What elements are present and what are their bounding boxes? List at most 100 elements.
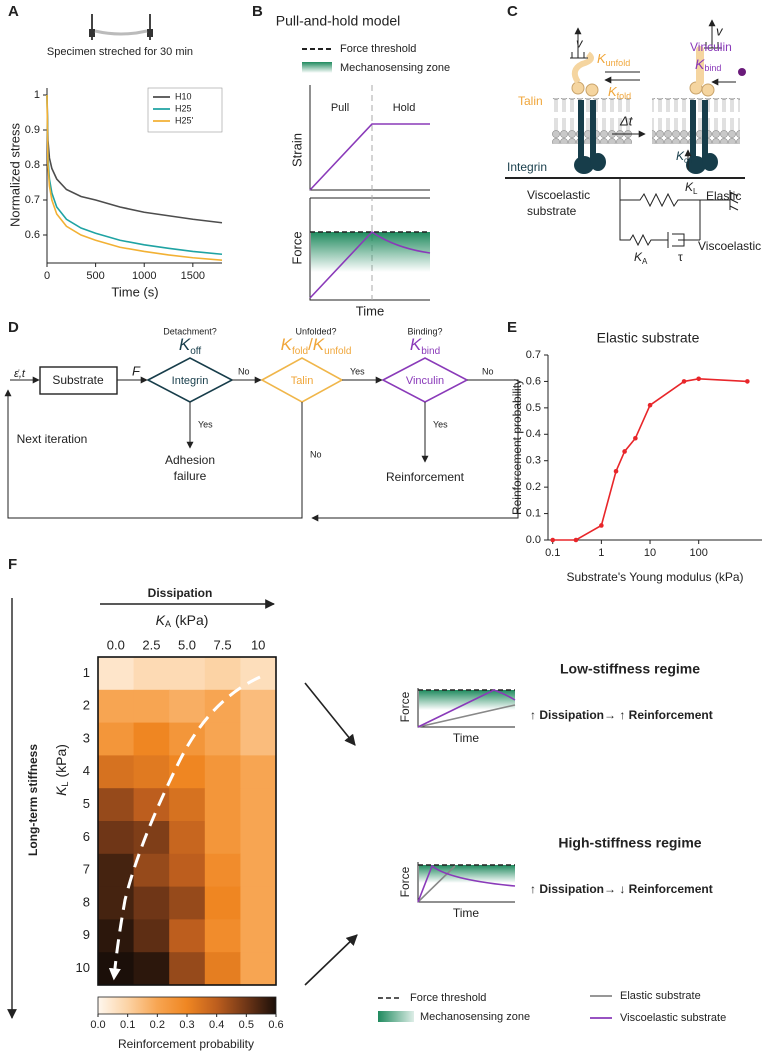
y-tick-label: 0.7: [25, 194, 40, 206]
subscript: off: [190, 346, 201, 357]
x-axis-label: Time: [356, 303, 384, 318]
heatmap-border: [97, 656, 277, 986]
velocity: v: [576, 35, 584, 50]
panel-label: F: [8, 556, 17, 573]
pull-hold-schematic: [309, 85, 431, 301]
x-tick-label: 0: [44, 270, 50, 282]
colorbar-tick-label: 0.0: [90, 1019, 105, 1031]
chart-title: Elastic substrate: [597, 330, 700, 346]
axis: [547, 355, 762, 541]
colorbar-tick-label: 0.1: [120, 1019, 135, 1031]
rate-label: Kfold/Kunfold: [281, 335, 352, 356]
y-axis-label: Reinforcement probability: [510, 379, 524, 515]
y-tick-label: 5: [83, 796, 90, 811]
y-tick-label: 10: [76, 960, 90, 975]
symbol: K: [313, 335, 325, 354]
outcome: Adhesion: [165, 453, 215, 467]
legend-label: Mechanosensing zone: [340, 62, 450, 74]
subscript: unfold: [606, 58, 631, 68]
x-tick-label: 500: [86, 270, 104, 282]
unit: (kPa): [175, 612, 208, 628]
subscript: L: [60, 782, 70, 787]
symbol: K: [156, 612, 166, 628]
caption: Specimen streched for 30 min: [47, 46, 193, 58]
cell: [204, 886, 241, 920]
cell: [98, 722, 135, 756]
legend-label: Force threshold: [410, 992, 486, 1004]
rate-label: Koff: [676, 149, 694, 165]
adhesion-schematic: [505, 19, 746, 248]
y-axis-label: KL (kPa): [53, 744, 71, 796]
rate-label: Kfold: [608, 84, 631, 101]
vinculin-label: Vinculin: [690, 40, 732, 54]
cell: [240, 853, 277, 888]
cell: [169, 952, 206, 986]
y-axis-label: Normalized stress: [7, 122, 22, 227]
branch-label: No: [482, 366, 494, 376]
cell: [98, 689, 135, 724]
cell: [204, 853, 241, 888]
cell: [169, 657, 206, 691]
regime-title: Low-stiffness regime: [560, 661, 700, 677]
symbol: K: [597, 51, 607, 66]
trend-arrow: [108, 675, 261, 981]
subscript: fold: [292, 346, 308, 357]
subscript: off: [684, 156, 694, 165]
panel-label: D: [8, 319, 19, 336]
legend-label: Elastic substrate: [620, 990, 701, 1002]
symbol: K: [695, 56, 705, 72]
cell: [169, 821, 206, 855]
phase-label: Hold: [393, 102, 416, 114]
cell: [204, 821, 241, 855]
regime-statement: ↑ Dissipation→ ↓ Reinforcement: [530, 882, 713, 896]
marker: [573, 537, 579, 543]
colorbar-tick-label: 0.3: [179, 1019, 194, 1031]
x-axis-label: Time: [453, 906, 480, 920]
outcome: Reinforcement: [386, 470, 465, 484]
talin-label: Talin: [518, 94, 543, 108]
symbol: K: [281, 335, 293, 354]
y-tick-label: 0.6: [25, 229, 40, 241]
spring-label: KL: [685, 180, 698, 196]
subscript: bind: [421, 346, 440, 357]
y-tick-label: 9: [83, 927, 90, 942]
cell: [204, 657, 241, 691]
y-tick-label: 0.1: [526, 507, 541, 519]
branch-label: No: [238, 366, 250, 376]
y-tick-label: 7: [83, 862, 90, 877]
integrin-label: Integrin: [507, 160, 547, 174]
y-axis-label: Force: [398, 691, 412, 722]
panel-label: B: [252, 3, 263, 20]
question: Unfolded?: [295, 326, 336, 336]
regime-statement: ↑ Dissipation→ ↑ Reinforcement: [530, 708, 713, 722]
cell: [98, 788, 135, 822]
x-tick-label: 7.5: [214, 637, 232, 652]
cell: [133, 689, 170, 724]
cell: [169, 853, 206, 888]
x-tick-label: 10: [251, 637, 265, 652]
x-tick-label: 2.5: [142, 637, 160, 652]
force-label: F: [132, 363, 141, 378]
y-tick-label: 0.5: [526, 402, 541, 414]
flowchart: [4, 357, 519, 522]
y-tick-label: 8: [83, 894, 90, 909]
line: [552, 377, 748, 541]
legend-label: Viscoelastic substrate: [620, 1012, 726, 1024]
marker: [550, 537, 556, 543]
y-axis-label: Force: [398, 866, 412, 897]
rate-label: Kbind: [410, 335, 440, 356]
symbol: K: [410, 335, 422, 354]
marker: [622, 449, 627, 454]
stiffness-label: Long-term stiffness: [26, 744, 40, 856]
cell: [169, 886, 206, 920]
cell: [240, 755, 277, 789]
rate-label: Kbind: [695, 56, 721, 74]
x-tick-label: 100: [690, 547, 708, 559]
unit: (kPa): [53, 744, 69, 777]
cell: [133, 821, 170, 855]
node-label: Talin: [291, 375, 314, 387]
subscript: A: [165, 619, 171, 629]
cell: [169, 919, 206, 953]
cell: [204, 919, 241, 953]
cell: [240, 722, 277, 756]
